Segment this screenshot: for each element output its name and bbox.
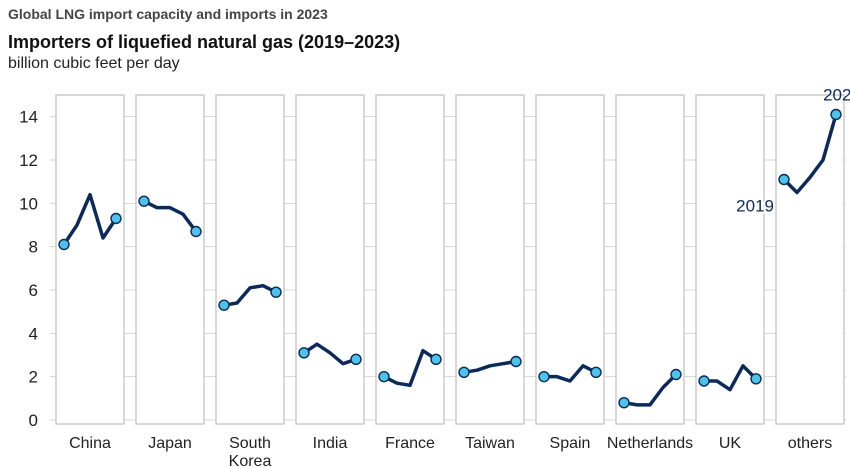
series-india <box>298 342 362 366</box>
annotations: 2023 2019 <box>734 86 850 218</box>
chart-subtitle: billion cubic feet per day <box>8 55 180 72</box>
x-category-label: China <box>69 435 111 452</box>
series-uk <box>698 364 762 392</box>
panel-uk <box>695 94 765 425</box>
start-point-marker <box>618 396 630 409</box>
panels <box>55 94 845 425</box>
x-category-label: India <box>313 435 348 452</box>
series-line <box>62 192 118 247</box>
series-china <box>58 192 122 251</box>
series-line <box>782 112 838 195</box>
panel-france <box>375 94 445 425</box>
series-line <box>622 372 678 407</box>
end-point-marker <box>830 108 842 121</box>
start-point-marker <box>778 173 790 186</box>
start-point-marker <box>138 195 150 207</box>
panel-japan <box>135 94 205 425</box>
end-point-marker <box>110 212 122 225</box>
series-line <box>142 199 198 234</box>
series-line <box>302 342 358 366</box>
x-category-label: France <box>385 435 435 452</box>
end-point-marker <box>190 225 202 238</box>
chart-supertitle: Global LNG import capacity and imports i… <box>8 6 328 22</box>
start-point-marker <box>538 370 550 383</box>
start-point-marker <box>298 347 310 359</box>
series-france <box>378 348 442 388</box>
end-year-annotation: 2023 <box>823 86 850 105</box>
panel-china <box>55 94 125 425</box>
start-point-marker <box>218 299 230 311</box>
end-point-marker <box>270 286 282 298</box>
x-category-label: others <box>788 435 832 452</box>
panel-netherlands <box>615 94 685 425</box>
end-point-marker <box>670 368 682 381</box>
y-tick-label: 10 <box>19 194 38 213</box>
start-point-marker <box>458 366 470 379</box>
x-category-label: Japan <box>148 435 192 452</box>
series-line <box>462 359 518 375</box>
series-others <box>778 108 842 195</box>
start-point-marker <box>58 238 70 251</box>
series-line <box>702 364 758 392</box>
x-category-label: South <box>229 435 271 452</box>
x-category-label: UK <box>719 435 742 452</box>
y-tick-label: 8 <box>29 238 38 257</box>
x-category-label: Netherlands <box>607 435 693 452</box>
x-category-label: Taiwan <box>465 435 515 452</box>
y-tick-label: 0 <box>29 411 38 430</box>
series-spain <box>538 364 602 383</box>
end-point-marker <box>430 353 442 366</box>
series-line <box>382 348 438 388</box>
y-axis: 0 2 4 6 8 10 12 14 <box>19 108 38 430</box>
series-taiwan <box>458 355 522 379</box>
y-tick-label: 12 <box>19 151 38 170</box>
panel-india <box>295 94 365 425</box>
y-tick-label: 14 <box>19 108 38 127</box>
panel-others <box>775 94 845 425</box>
series-netherlands <box>618 368 682 409</box>
end-point-marker <box>750 373 762 385</box>
chart-header: Global LNG import capacity and imports i… <box>8 4 400 74</box>
series-south-korea <box>218 283 282 311</box>
y-tick-label: 2 <box>29 368 38 387</box>
x-category-label: Spain <box>550 435 591 452</box>
start-point-marker <box>698 375 710 387</box>
series-japan <box>138 195 202 238</box>
series-line <box>222 283 278 307</box>
y-tick-label: 4 <box>29 324 38 343</box>
chart-title: Importers of liquefied natural gas (2019… <box>8 32 401 52</box>
x-category-label: Korea <box>229 453 272 468</box>
start-year-annotation: 2019 <box>736 197 774 216</box>
series-line <box>542 364 598 383</box>
series-group <box>58 108 842 409</box>
end-point-marker <box>510 355 522 368</box>
end-point-marker <box>350 353 362 366</box>
y-tick-label: 6 <box>29 281 38 300</box>
panel-south-korea <box>215 94 285 425</box>
end-point-marker <box>590 366 602 379</box>
start-point-marker <box>378 370 390 383</box>
